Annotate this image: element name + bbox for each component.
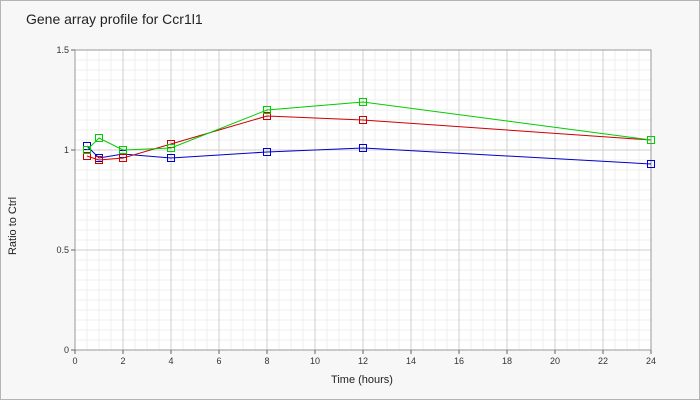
series-3-marker [167,144,175,152]
y-tick-label: 1 [64,145,69,155]
series-3-marker [83,146,91,154]
series-1-marker [263,148,271,156]
series-3-marker [359,98,367,106]
y-tick-label: 0 [64,345,69,355]
x-tick-label: 14 [406,356,416,366]
series-1-marker [167,154,175,162]
y-tick-label: 1.5 [56,45,69,55]
x-tick-label: 12 [358,356,368,366]
x-tick-label: 8 [264,356,269,366]
series-3-marker [263,106,271,114]
x-tick-label: 18 [502,356,512,366]
series-1-line [86,145,652,165]
x-tick-label: 2 [120,356,125,366]
x-tick-label: 24 [646,356,656,366]
series-3-marker [119,146,127,154]
series-3-marker [647,136,655,144]
series-1-marker [359,144,367,152]
series-2-marker [83,152,91,160]
series-3-marker [95,134,103,142]
series-3-line [86,101,652,151]
chart-title: Gene array profile for Ccr1l1 [26,11,203,27]
series-2-marker [95,156,103,164]
y-tick-label: 0.5 [56,245,69,255]
x-tick-label: 4 [168,356,173,366]
x-tick-label: 22 [598,356,608,366]
series-2-marker [119,154,127,162]
series-2-marker [359,116,367,124]
x-axis-label: Time (hours) [331,374,393,386]
x-tick-label: 16 [454,356,464,366]
series-1-marker [647,160,655,168]
series-2-marker [263,112,271,120]
x-tick-label: 20 [550,356,560,366]
x-tick-label: 0 [72,356,77,366]
x-tick-label: 6 [216,356,221,366]
x-tick-label: 10 [310,356,320,366]
